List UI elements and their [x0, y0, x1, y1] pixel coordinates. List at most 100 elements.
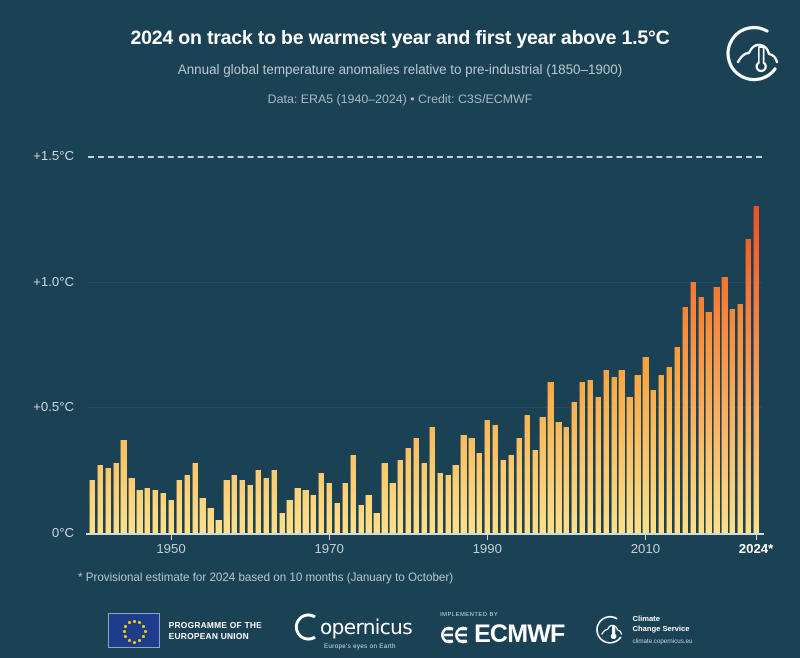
bar	[563, 427, 570, 533]
c3s-climate-thermometer-icon	[726, 25, 779, 82]
bar	[294, 487, 301, 533]
eu-flag-icon	[107, 613, 160, 648]
bar	[555, 422, 562, 533]
bar	[499, 460, 507, 533]
bar	[571, 402, 578, 533]
bar	[460, 434, 467, 533]
bar	[175, 480, 183, 533]
c3s-url: climate.copernicus.eu	[632, 638, 693, 645]
bar	[468, 437, 475, 533]
bar	[191, 462, 198, 533]
copernicus-wordmark: opernicus	[320, 614, 413, 639]
bar	[547, 382, 554, 533]
bar	[484, 419, 491, 533]
ecmwf-implemented-by-label: Implemented by	[440, 612, 499, 618]
bar	[531, 450, 538, 533]
bar	[705, 311, 712, 533]
eu-star	[143, 630, 147, 633]
bar	[405, 447, 412, 533]
bar	[665, 367, 673, 533]
bar	[737, 304, 744, 533]
bar	[96, 465, 103, 533]
bar	[681, 306, 689, 533]
bar	[420, 462, 428, 533]
eu-star	[127, 639, 131, 643]
y-axis-tick-label: +0.5°C	[33, 399, 74, 415]
bar	[136, 490, 143, 533]
bar	[491, 424, 499, 533]
bar	[389, 482, 396, 533]
bar	[223, 480, 230, 533]
bar	[428, 427, 436, 533]
bar	[713, 286, 720, 533]
bar	[215, 520, 222, 533]
bar	[602, 369, 609, 533]
bar	[286, 500, 293, 533]
eu-programme-logo: PROGRAMME OF THE EUROPEAN UNION	[107, 613, 262, 648]
gridline	[88, 407, 762, 409]
eu-star	[124, 635, 128, 639]
bar	[231, 475, 238, 533]
bar	[159, 492, 167, 533]
eu-star	[133, 640, 137, 644]
eu-star	[122, 630, 126, 633]
bar	[578, 382, 586, 533]
bar	[729, 309, 736, 533]
bar	[128, 477, 135, 533]
chart-credit: Data: ERA5 (1940–2024) • Credit: C3S/ECM…	[267, 92, 533, 106]
page-title: 2024 on track to be warmest year and fir…	[130, 27, 670, 49]
bar	[278, 512, 285, 533]
copernicus-logo: opernicus Europe's eyes on Earth	[290, 612, 413, 650]
bar	[618, 369, 625, 533]
copernicus-tagline: Europe's eyes on Earth	[324, 642, 396, 650]
bar	[697, 296, 704, 533]
c3s-line1: Climate	[632, 614, 660, 623]
bar	[341, 482, 349, 533]
bar	[586, 379, 594, 533]
copernicus-c-icon	[294, 613, 316, 640]
bar	[594, 397, 602, 533]
bar	[88, 480, 96, 533]
eu-star	[142, 624, 146, 628]
y-axis-tick-label: 0°C	[51, 525, 74, 540]
footer-logos: PROGRAMME OF THE EUROPEAN UNION opernicu…	[0, 603, 800, 658]
x-axis-tick-label: 2010	[630, 541, 661, 556]
x-axis-tick-mark	[756, 535, 758, 540]
bar	[262, 477, 270, 533]
bar	[239, 480, 246, 533]
c3s-climate-thermometer-icon	[596, 615, 623, 644]
bar	[658, 374, 665, 533]
gridline	[88, 281, 762, 283]
x-axis-tick-mark	[329, 535, 331, 540]
bar	[610, 377, 617, 533]
bar	[436, 472, 443, 533]
bar	[333, 502, 341, 533]
eu-star	[127, 620, 131, 624]
bar	[254, 470, 262, 533]
x-axis-tick-label: 1970	[314, 541, 344, 556]
bar	[515, 437, 523, 533]
bar	[444, 475, 451, 533]
chart-subtitle: Annual global temperature anomalies rela…	[177, 62, 623, 77]
x-axis-baseline	[86, 533, 764, 535]
x-axis-tick-label: 1990	[472, 541, 502, 556]
bar	[476, 452, 483, 533]
bar	[412, 437, 420, 533]
bar	[302, 490, 309, 533]
bar	[507, 455, 515, 533]
provisional-footnote: * Provisional estimate for 2024 based on…	[78, 571, 454, 584]
bar	[104, 467, 111, 533]
bar	[318, 472, 325, 533]
bar	[673, 347, 681, 533]
bar	[752, 206, 760, 533]
x-axis-tick-label: 1950	[156, 541, 186, 556]
bar	[310, 495, 317, 533]
ecmwf-logo-icon	[441, 626, 468, 643]
x-axis-tick-mark	[645, 535, 647, 540]
bar	[246, 485, 254, 533]
bar	[365, 495, 372, 533]
bar	[634, 374, 641, 533]
eu-star	[124, 624, 128, 628]
bar	[207, 507, 214, 533]
c3s-service-label: Climate Change Service climate.copernicu…	[632, 614, 692, 647]
